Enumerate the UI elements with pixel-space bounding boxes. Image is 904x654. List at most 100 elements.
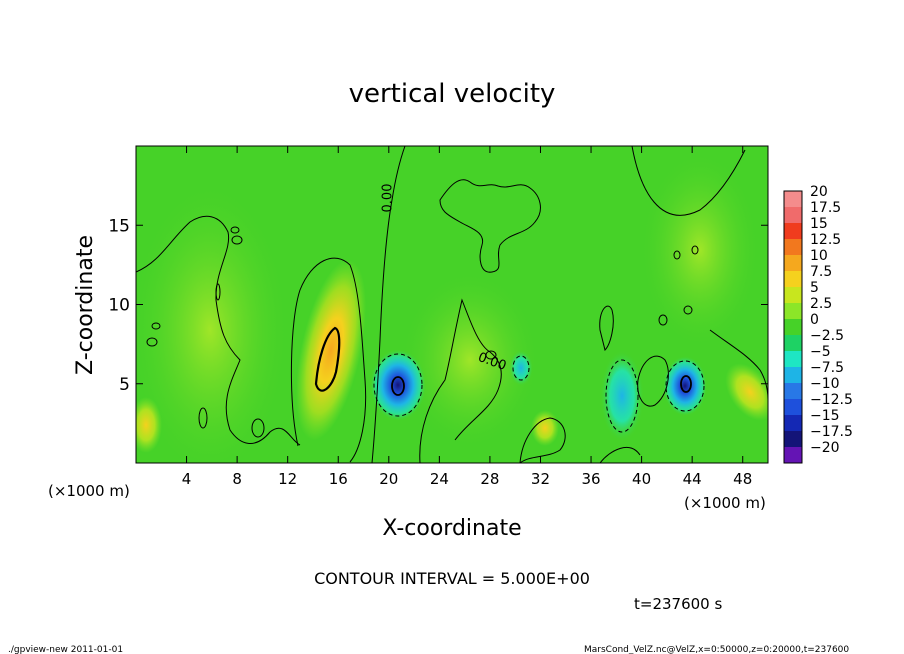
colorbar-label: −7.5 <box>810 360 844 376</box>
neg5-contour-31km <box>512 355 530 381</box>
contour-interval-text: CONTOUR INTERVAL = 5.000E+00 <box>314 569 590 588</box>
zero-ring-a <box>231 235 243 245</box>
colorbar-label: 12.5 <box>810 232 841 248</box>
colorbar-swatch <box>784 239 802 256</box>
y-axis-label: Z-coordinate <box>73 235 98 375</box>
colorbar-label: 20 <box>810 184 828 200</box>
neg10-ring-44km <box>680 375 692 393</box>
zero-ring-k <box>251 418 265 438</box>
colorbar-swatch <box>784 399 802 416</box>
light-band-east <box>640 150 760 350</box>
colorbar-frame <box>783 190 803 464</box>
neg5-contour-39km <box>605 359 639 433</box>
zero-contour-mid <box>419 298 502 463</box>
colorbar-label: 15 <box>810 216 828 232</box>
colorbar: 2017.51512.5107.552.50−2.5−5−7.5−10−12.5… <box>783 184 853 464</box>
zero-ring-j <box>198 407 208 429</box>
downdraft-44km <box>663 356 707 416</box>
x-tick-label: 48 <box>733 470 752 488</box>
contour-label-tower: 0.00 <box>381 184 396 213</box>
zero-contour-east4 <box>709 329 768 401</box>
colorbar-swatch <box>784 287 802 304</box>
zero-ring-g <box>658 314 668 326</box>
contours <box>136 146 768 463</box>
x-tick-label: 16 <box>329 470 348 488</box>
zero-ring-f <box>691 245 699 255</box>
colorbar-swatch <box>784 383 802 400</box>
x-tick-label: 36 <box>581 470 600 488</box>
zero-ring-d <box>151 322 161 330</box>
zero-contour-east3 <box>631 146 746 216</box>
zero-contour-west <box>136 215 301 446</box>
x-axis: 4 8 12 16 20 24 28 32 36 40 44 48 <box>182 146 752 488</box>
colorbar-swatch <box>784 271 802 288</box>
x-tick-label: 12 <box>278 470 297 488</box>
y-axis: 5 10 15 <box>108 216 768 395</box>
time-text: t=237600 s <box>634 595 722 613</box>
zero-ring-i <box>485 350 497 360</box>
zero-ring-l <box>215 283 221 301</box>
zero-ring-h <box>683 305 693 315</box>
colorbar-swatch <box>784 335 802 352</box>
colorbar-swatch <box>784 367 802 384</box>
x-tick-label: 4 <box>182 470 192 488</box>
colorbar-label: −2.5 <box>810 328 844 344</box>
x-tick-label: 20 <box>379 470 398 488</box>
zero-ring-c <box>146 337 158 347</box>
x-tick-label: 8 <box>232 470 242 488</box>
colorbar-swatch <box>784 447 802 464</box>
x-tick-label: 32 <box>531 470 550 488</box>
colorbar-label: −12.5 <box>810 392 853 408</box>
x-tick-label: 44 <box>683 470 702 488</box>
colorbar-label: 5 <box>810 280 819 296</box>
colorbar-label: −20 <box>810 440 840 456</box>
updraft-5-contour <box>314 326 341 392</box>
zero-contour-cloud <box>439 179 541 273</box>
updraft-main <box>295 259 367 441</box>
x-unit-left: (×1000 m) <box>48 482 130 500</box>
zero-contour-low1 <box>519 417 566 463</box>
footer-left: ./gpview-new 2011-01-01 <box>8 645 123 654</box>
x-tick-label: 24 <box>430 470 449 488</box>
light-band-mid <box>400 270 540 450</box>
zero-ring-e <box>673 250 681 260</box>
x-tick-label: 40 <box>632 470 651 488</box>
colorbar-swatch <box>784 351 802 368</box>
zero-contour-tower <box>371 146 406 463</box>
updraft-east <box>725 363 768 421</box>
zero-contour-core <box>290 257 367 463</box>
x-axis-label: X-coordinate <box>382 516 521 541</box>
colorbar-swatch <box>784 255 802 272</box>
colorbar-swatch <box>784 223 802 240</box>
colorbar-label: 17.5 <box>810 200 841 216</box>
colorbar-label: −10 <box>810 376 840 392</box>
colorbar-label: 10 <box>810 248 828 264</box>
colorbar-swatch <box>784 415 802 432</box>
downdraft-31km <box>509 350 533 386</box>
colorbar-label: −17.5 <box>810 424 853 440</box>
plot-area: 0.00 0.00 <box>136 146 768 463</box>
neg5-contour-20km <box>373 353 423 417</box>
footer-right: MarsCond_VelZ.nc@VelZ,x=0:50000,z=0:2000… <box>584 645 849 654</box>
colorbar-swatch <box>784 303 802 320</box>
x-tick-label: 28 <box>480 470 499 488</box>
y-tick-label: 10 <box>108 296 130 316</box>
colorbar-label: 7.5 <box>810 264 832 280</box>
colorbar-swatch <box>784 191 802 208</box>
downdraft-20km <box>370 349 426 421</box>
updraft-west <box>136 397 162 453</box>
neg10-ring-20km <box>391 376 405 396</box>
colorbar-label: 0 <box>810 312 819 328</box>
chart-title: vertical velocity <box>349 79 556 109</box>
light-band-west <box>136 180 290 463</box>
colorbar-label: −15 <box>810 408 840 424</box>
zero-contour-east2 <box>637 355 669 407</box>
colorbar-label: −5 <box>810 344 831 360</box>
colorbar-swatch <box>784 207 802 224</box>
zero-contour-east1 <box>599 305 614 351</box>
updraft-small <box>531 410 559 446</box>
neg5-contour-44km <box>665 360 705 412</box>
y-tick-label: 5 <box>119 375 130 395</box>
downdraft-39km <box>600 350 644 442</box>
